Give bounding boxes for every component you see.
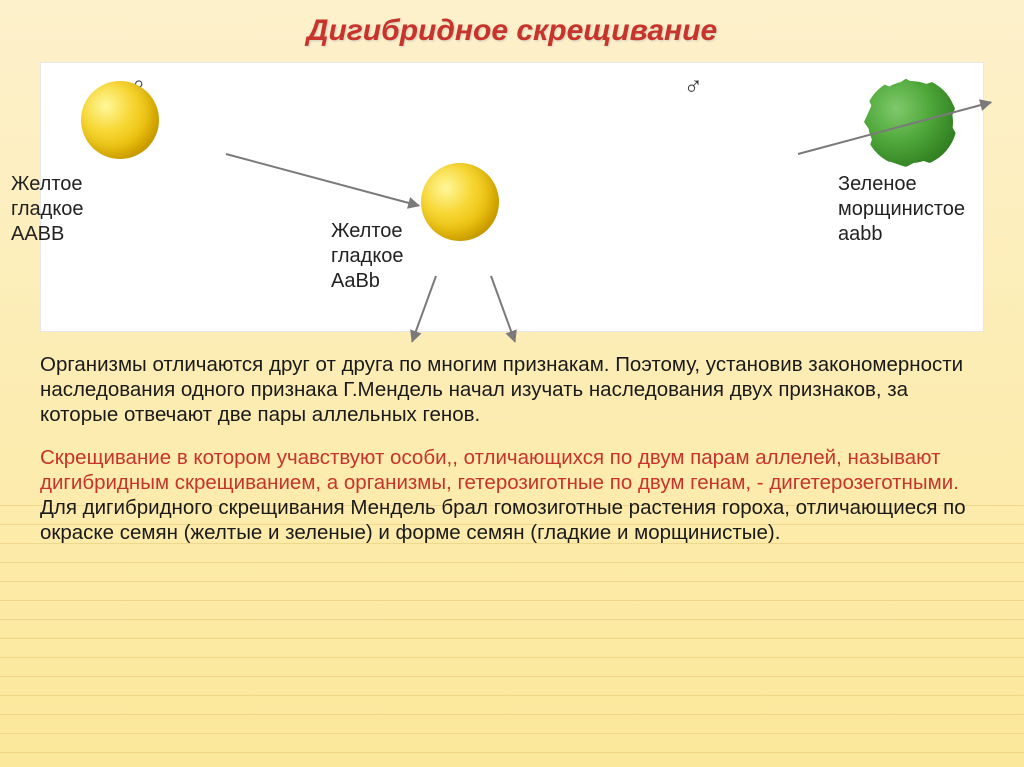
label-line: Зеленое <box>838 173 917 195</box>
label-line: морщинистое <box>838 198 965 220</box>
label-genotype: AABB <box>11 223 64 245</box>
parent-male-label: Зеленое морщинистое aabb <box>838 172 988 247</box>
parent-female: Желтое гладкое AABB <box>81 81 159 159</box>
body-text: Организмы отличаются друг от друга по мн… <box>40 352 984 545</box>
crossing-diagram: ♀ ♂ Желтое гладкое AABB Зеленое морщинис… <box>40 62 984 332</box>
paragraph-mendel: Для дигибридного скрещивания Мендель бра… <box>40 496 966 544</box>
slide-title: Дигибридное скрещивание <box>0 0 1024 48</box>
pea-yellow-smooth-icon <box>81 81 159 159</box>
paragraph-definition: Скрещивание в котором учавствуют особи,,… <box>40 446 959 494</box>
label-genotype: aabb <box>838 223 883 245</box>
offspring-label: Желтое гладкое AaBb <box>331 219 441 294</box>
label-genotype: AaBb <box>331 270 380 292</box>
label-line: гладкое <box>331 245 404 267</box>
parent-female-label: Желтое гладкое AABB <box>11 172 151 247</box>
label-line: Желтое <box>331 220 403 242</box>
arrow-icon <box>226 153 420 207</box>
label-line: гладкое <box>11 198 84 220</box>
label-line: Желтое <box>11 173 83 195</box>
offspring: Желтое гладкое AaBb <box>421 163 499 241</box>
male-symbol-icon: ♂ <box>684 71 704 102</box>
paragraph-intro: Организмы отличаются друг от друга по мн… <box>40 352 984 427</box>
arrow-icon <box>490 276 516 342</box>
